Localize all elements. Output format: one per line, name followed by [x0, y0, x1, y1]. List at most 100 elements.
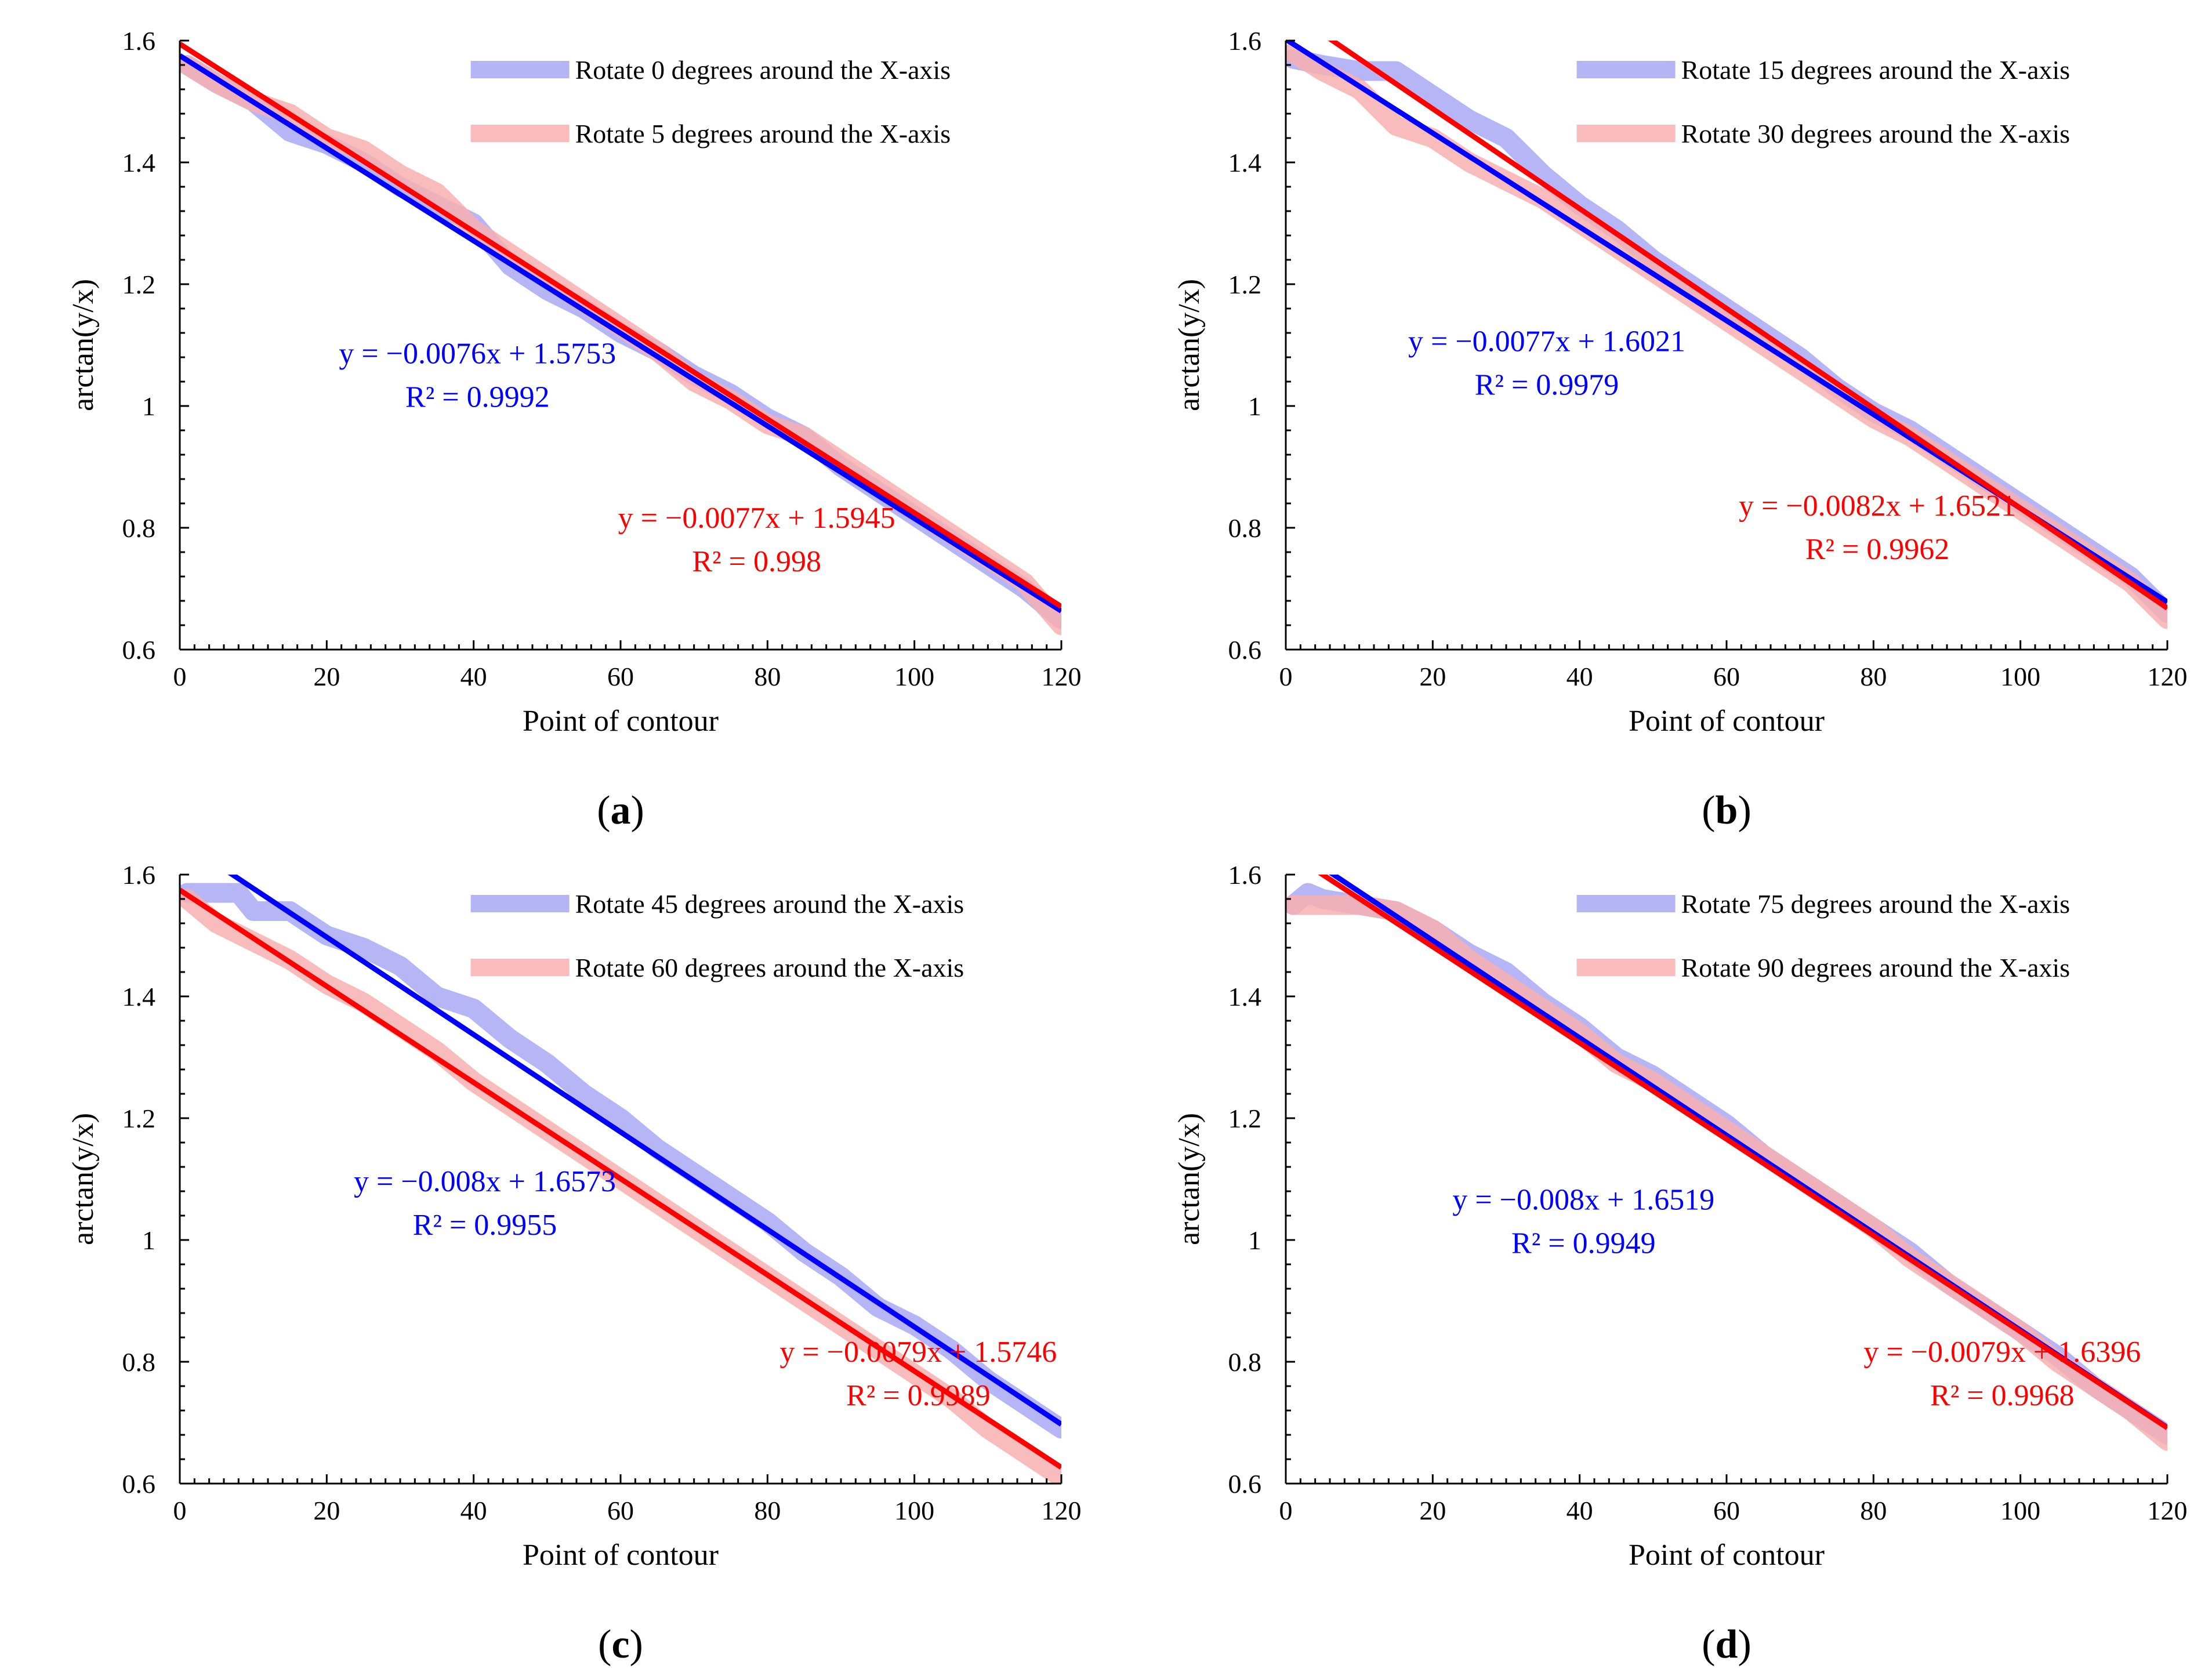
fit-r2-red: R² = 0.9989: [846, 1379, 991, 1412]
fit-equation-red: y = −0.0079x + 1.5746: [779, 1336, 1057, 1369]
panel-label: (c): [598, 1622, 643, 1667]
y-axis-title: arctan(y/x): [67, 279, 100, 411]
y-axis-title: arctan(y/x): [1173, 1113, 1206, 1245]
fit-equation-blue: y = −0.0076x + 1.5753: [339, 338, 616, 371]
legend-label: Rotate 75 degrees around the X-axis: [1681, 889, 2070, 919]
fit-r2-blue: R² = 0.9955: [413, 1209, 557, 1242]
panel-label: (d): [1702, 1622, 1752, 1667]
fit-line-red: [180, 41, 1061, 609]
x-tick-label: 80: [1860, 1496, 1887, 1525]
x-tick-label: 40: [1566, 1496, 1593, 1525]
y-tick-label: 0.6: [1228, 1469, 1262, 1499]
y-tick-label: 0.8: [122, 1347, 156, 1377]
fit-equation-blue: y = −0.008x + 1.6519: [1452, 1184, 1714, 1217]
legend-label: Rotate 90 degrees around the X-axis: [1681, 953, 2070, 982]
x-tick-label: 100: [894, 1496, 934, 1525]
chart-panel-b: 0 20 40 60 80 100 120 0.6 0.8 1 1.2 1.4 1.6 Point of …: [1173, 26, 2188, 833]
fit-equation-blue: y = −0.0077x + 1.6021: [1408, 325, 1685, 358]
y-tick-label: 0.8: [122, 513, 156, 543]
y-tick-label: 1.6: [122, 26, 156, 56]
y-tick-label: 1: [142, 1225, 155, 1255]
x-tick-label: 0: [173, 662, 187, 691]
plot-area: [180, 41, 1061, 635]
legend-label: Rotate 60 degrees around the X-axis: [575, 953, 964, 982]
y-tick-label: 1.4: [1228, 982, 1262, 1011]
fit-r2-red: R² = 0.998: [692, 545, 821, 578]
x-tick-label: 0: [173, 1496, 187, 1525]
plot-area: [1286, 41, 2167, 629]
x-tick-label: 80: [754, 662, 781, 691]
y-axis-title: arctan(y/x): [1173, 279, 1206, 411]
x-tick-label: 40: [1566, 662, 1593, 691]
x-tick-label: 120: [1042, 662, 1082, 691]
x-tick-label: 80: [754, 1496, 781, 1525]
panel-label-letter: a: [611, 788, 631, 833]
x-tick-label: 100: [2000, 662, 2040, 691]
x-tick-label: 0: [1279, 1496, 1293, 1525]
plot-area: [180, 875, 1061, 1484]
fit-line-blue: [180, 53, 1061, 614]
x-tick-label: 60: [1713, 662, 1740, 691]
y-tick-label: 0.6: [1228, 635, 1262, 665]
fit-equation-red: y = −0.0079x + 1.6396: [1863, 1336, 2141, 1369]
chart-panel-c: 0 20 40 60 80 100 120 0.6 0.8 1 1.2 1.4 1.6 Point of …: [67, 860, 1082, 1667]
y-tick-label: 1.4: [1228, 148, 1262, 177]
fit-line-red: [1318, 875, 2167, 1430]
x-tick-label: 60: [1713, 1496, 1740, 1525]
panel-label: (a): [597, 788, 644, 833]
y-tick-label: 1.6: [1228, 26, 1262, 56]
x-tick-label: 20: [313, 662, 340, 691]
fit-r2-red: R² = 0.9962: [1805, 533, 1950, 566]
fit-equation-red: y = −0.0077x + 1.5945: [618, 502, 895, 535]
chart-panel-a: 0 20 40 60 80 100 120 0.6 0.8 1 1.2 1.4 1.6 Point of …: [67, 26, 1082, 833]
x-axis-title: Point of contour: [523, 705, 719, 738]
x-axis-title: Point of contour: [1629, 1539, 1825, 1572]
x-tick-label: 20: [1419, 1496, 1446, 1525]
legend-label: Rotate 45 degrees around the X-axis: [575, 889, 964, 919]
x-tick-label: 120: [2148, 662, 2188, 691]
x-tick-label: 20: [1419, 662, 1446, 691]
panel-label-letter: d: [1716, 1622, 1738, 1667]
x-tick-label: 120: [1042, 1496, 1082, 1525]
y-tick-label: 0.8: [1228, 1347, 1262, 1377]
y-tick-label: 1.6: [122, 860, 156, 890]
x-tick-label: 60: [607, 662, 634, 691]
y-tick-label: 1.6: [1228, 860, 1262, 890]
y-tick-label: 1.4: [122, 148, 156, 177]
y-tick-label: 1.4: [122, 982, 156, 1011]
y-tick-label: 1.2: [1228, 270, 1262, 299]
legend-label: Rotate 0 degrees around the X-axis: [575, 55, 951, 85]
fit-r2-red: R² = 0.9968: [1930, 1379, 2075, 1412]
chart-panel-d: 0 20 40 60 80 100 120 0.6 0.8 1 1.2 1.4 1.6 Point of …: [1173, 860, 2188, 1667]
x-tick-label: 120: [2148, 1496, 2188, 1525]
x-tick-label: 40: [460, 662, 487, 691]
y-tick-label: 0.6: [122, 635, 156, 665]
fit-equation-red: y = −0.0082x + 1.6521: [1739, 489, 2016, 523]
x-tick-label: 20: [313, 1496, 340, 1525]
y-axis-title: arctan(y/x): [67, 1113, 100, 1245]
x-tick-label: 100: [2000, 1496, 2040, 1525]
x-axis-title: Point of contour: [1629, 705, 1825, 738]
y-tick-label: 0.8: [1228, 513, 1262, 543]
fit-line-red: [180, 887, 1061, 1470]
legend-label: Rotate 15 degrees around the X-axis: [1681, 55, 2070, 85]
y-tick-label: 1: [142, 391, 155, 421]
panel-label-letter: b: [1716, 788, 1738, 833]
plot-area: [1286, 875, 2167, 1451]
x-tick-label: 40: [460, 1496, 487, 1525]
x-axis-title: Point of contour: [523, 1539, 719, 1572]
y-tick-label: 1.2: [122, 1104, 156, 1133]
x-tick-label: 60: [607, 1496, 634, 1525]
y-tick-label: 1.2: [122, 270, 156, 299]
y-tick-label: 1: [1248, 391, 1261, 421]
x-tick-label: 0: [1279, 662, 1293, 691]
panel-label-letter: c: [611, 1622, 629, 1667]
legend-label: Rotate 5 degrees around the X-axis: [575, 119, 951, 148]
fit-line-blue: [227, 875, 1061, 1427]
y-tick-label: 0.6: [122, 1469, 156, 1499]
fit-r2-blue: R² = 0.9949: [1511, 1227, 1656, 1260]
fit-line-red: [1328, 41, 2167, 611]
fit-equation-blue: y = −0.008x + 1.6573: [354, 1165, 616, 1198]
x-tick-label: 80: [1860, 662, 1887, 691]
